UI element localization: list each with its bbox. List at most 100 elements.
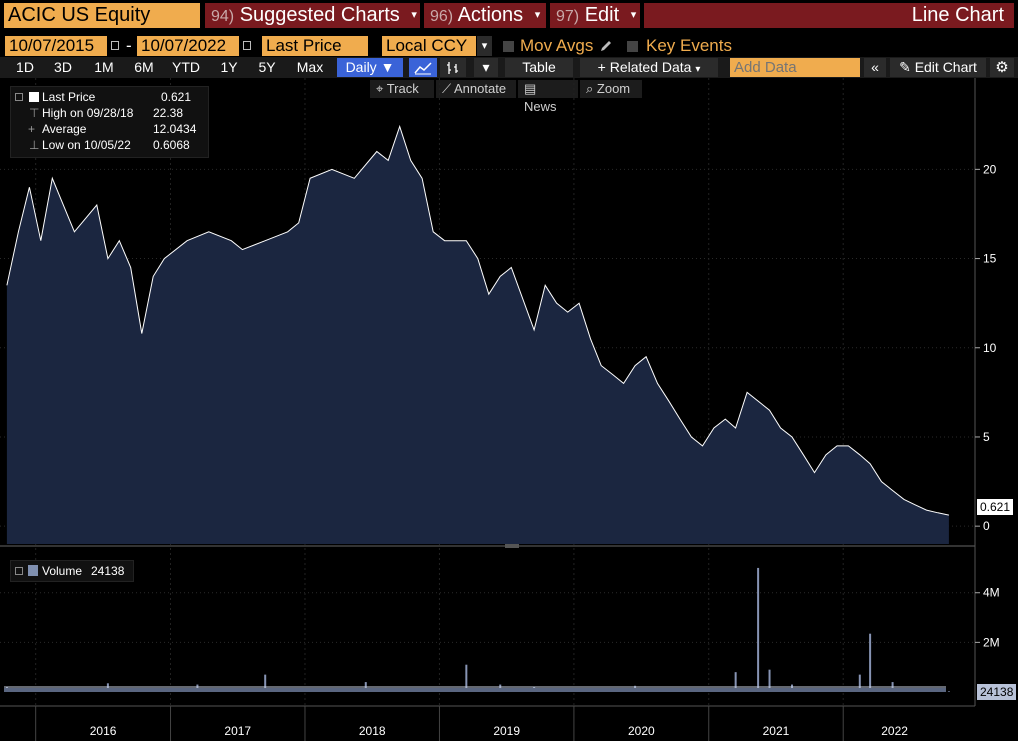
- y-axis: 0 5 10 15 20: [975, 162, 997, 533]
- table-button[interactable]: Table: [505, 58, 573, 77]
- legend-last-price-value: 0.621: [161, 90, 192, 104]
- range-max[interactable]: Max: [296, 59, 324, 75]
- volume-tick-label: 4M: [983, 586, 1000, 600]
- top-bar: ACIC US Equity 94) Suggested Charts ▾ 96…: [0, 0, 1018, 31]
- collapse-icon[interactable]: [15, 567, 23, 575]
- volume-tick-label: 2M: [983, 635, 1000, 649]
- menu-number: 96): [430, 8, 454, 25]
- range-1d[interactable]: 1D: [16, 59, 34, 75]
- add-data-input[interactable]: [730, 58, 860, 77]
- volume-bar: [858, 674, 861, 692]
- field-select[interactable]: Last Price: [262, 36, 368, 56]
- x-tick-label: 2020: [628, 724, 655, 738]
- price-legend: Last Price 0.621 ⊤ High on 09/28/18 22.3…: [10, 86, 209, 158]
- legend-high-label: High on 09/28/18: [42, 106, 134, 120]
- track-tool[interactable]: ⌖ Track: [370, 80, 434, 98]
- edit-chart-button[interactable]: ✎ Edit Chart: [890, 58, 986, 77]
- caret-down-icon: ▾: [630, 9, 637, 22]
- actions-menu[interactable]: 96) Actions ▾: [424, 3, 546, 28]
- menu-number: 94): [211, 8, 235, 25]
- line-chart-icon: [414, 62, 432, 75]
- volume-bar: [106, 683, 109, 692]
- related-data-button[interactable]: + Related Data ▾: [580, 58, 718, 77]
- y-tick-label: 10: [983, 341, 997, 355]
- x-axis: 2016 2017 2018 2019 2020 2021 2022: [35, 706, 908, 741]
- menu-label: Actions: [457, 4, 524, 26]
- zoom-label: Zoom: [596, 81, 631, 96]
- annotate-tool[interactable]: ⟋ Annotate: [436, 80, 516, 98]
- ohlc-bar-icon: [447, 62, 458, 74]
- pencil-icon[interactable]: [598, 38, 614, 54]
- swatch-icon: [29, 92, 39, 102]
- news-label: News: [524, 99, 557, 114]
- legend-low-value: 0.6068: [153, 138, 190, 152]
- range-5y[interactable]: 5Y: [258, 59, 276, 75]
- range-ytd[interactable]: YTD: [172, 59, 200, 75]
- volume-bar: [768, 669, 771, 692]
- line-style-button[interactable]: [409, 58, 437, 77]
- end-date-input[interactable]: 10/07/2022: [137, 36, 239, 56]
- range-6m[interactable]: 6M: [134, 59, 154, 75]
- range-3d[interactable]: 3D: [54, 59, 72, 75]
- annotate-icon: ⟋: [442, 81, 452, 96]
- y-tick-label: 0: [983, 519, 990, 533]
- start-date-input[interactable]: 10/07/2015: [5, 36, 107, 56]
- date-separator: -: [126, 36, 132, 55]
- caret-down-icon: ▾: [411, 9, 417, 22]
- range-1m[interactable]: 1M: [94, 59, 114, 75]
- volume-baseline-band: [4, 688, 946, 692]
- low-marker-icon: ⊥: [29, 138, 40, 152]
- bar-style-button[interactable]: [440, 58, 466, 77]
- x-tick-label: 2018: [359, 724, 386, 738]
- mov-avgs-checkbox[interactable]: [503, 41, 514, 52]
- chart-type-title: Line Chart: [644, 3, 1014, 28]
- settings-gear-icon[interactable]: ⚙: [990, 58, 1014, 77]
- legend-last-price-label: Last Price: [42, 90, 96, 104]
- news-tool[interactable]: ▤ News: [518, 80, 578, 114]
- plus-icon: +: [597, 59, 606, 75]
- mov-avgs-label: Mov Avgs: [520, 36, 594, 55]
- calendar-icon[interactable]: [240, 36, 254, 56]
- caret-down-icon: ▼: [380, 59, 395, 75]
- volume-value: 24138: [91, 564, 125, 578]
- panel-resize-handle[interactable]: [505, 544, 519, 548]
- price-line: [6, 124, 950, 516]
- x-tick-label: 2019: [493, 724, 520, 738]
- x-tick-label: 2016: [90, 724, 117, 738]
- key-events-checkbox[interactable]: [627, 41, 638, 52]
- volume-y-axis: 2M 4M: [975, 586, 1000, 649]
- volume-bar: [465, 664, 468, 692]
- volume-bar: [869, 633, 872, 692]
- volume-legend: Volume 24138: [10, 560, 134, 582]
- caret-down-icon: ▾: [695, 64, 701, 75]
- magnifier-icon: ⌕: [586, 81, 594, 96]
- collapse-icon[interactable]: [15, 93, 23, 101]
- range-1y[interactable]: 1Y: [220, 59, 238, 75]
- suggested-charts-menu[interactable]: 94) Suggested Charts ▾: [205, 3, 420, 28]
- ticker-field[interactable]: ACIC US Equity: [4, 3, 200, 28]
- x-tick-label: 2022: [881, 724, 908, 738]
- related-data-label: Related Data: [609, 59, 692, 75]
- edit-chart-label: Edit Chart: [914, 59, 977, 75]
- volume-label: Volume: [42, 564, 83, 578]
- volume-bar: [757, 567, 760, 692]
- pencil-icon: ✎: [899, 59, 911, 75]
- last-price-tag: 0.621: [977, 499, 1014, 515]
- currency-select[interactable]: Local CCY: [382, 36, 476, 56]
- zoom-tool[interactable]: ⌕ Zoom: [580, 80, 642, 98]
- periodicity-select[interactable]: Daily ▼: [337, 58, 403, 77]
- news-icon: ▤: [524, 81, 537, 96]
- currency-dropdown-icon[interactable]: ▾: [477, 36, 492, 56]
- caret-down-icon: ▾: [534, 9, 541, 22]
- y-tick-label: 20: [983, 162, 997, 176]
- volume-bar: [734, 672, 737, 692]
- legend-average-value: 12.0434: [153, 122, 197, 136]
- calendar-icon[interactable]: [108, 36, 122, 56]
- legend-average-label: Average: [42, 122, 87, 136]
- volume-bars: [4, 567, 950, 692]
- chart-style-dropdown[interactable]: ▾: [474, 58, 498, 77]
- edit-menu[interactable]: 97) Edit ▾: [550, 3, 640, 28]
- collapse-icon[interactable]: «: [864, 58, 886, 77]
- menu-label: Suggested Charts: [239, 4, 400, 26]
